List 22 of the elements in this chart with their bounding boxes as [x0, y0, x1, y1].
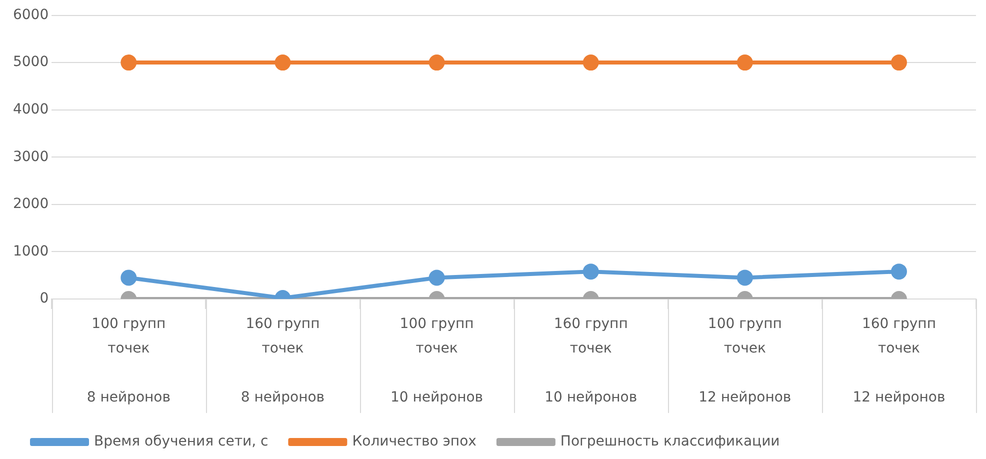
category-label: 160 групп точек 8 нейронов — [240, 316, 325, 406]
category-label: 160 групп точек 10 нейронов — [544, 316, 638, 406]
legend-label: Количество эпох — [352, 434, 476, 450]
point — [890, 54, 907, 71]
category-label: 100 групп точек 10 нейронов — [390, 316, 484, 406]
y-tick-label: 3000 — [12, 148, 49, 165]
category-label: 160 групп точек 12 нейронов — [852, 316, 946, 406]
point — [582, 54, 599, 71]
legend-label: Погрешность классификации — [560, 434, 780, 450]
point — [736, 54, 753, 71]
y-tick-label: 2000 — [12, 196, 49, 212]
legend-label: Время обучения сети, с — [94, 434, 268, 450]
y-tick-label: 0 — [40, 290, 49, 307]
category-label: 100 групп точек 8 нейронов — [86, 316, 170, 406]
category-label: 100 групп точек 12 нейронов — [698, 316, 792, 406]
y-tick-label: 5000 — [12, 54, 49, 70]
point — [274, 54, 291, 71]
y-tick-label: 6000 — [12, 6, 49, 23]
point — [428, 54, 445, 71]
point — [120, 54, 137, 71]
y-tick-label: 1000 — [12, 243, 49, 260]
y-tick-label: 4000 — [12, 101, 49, 118]
